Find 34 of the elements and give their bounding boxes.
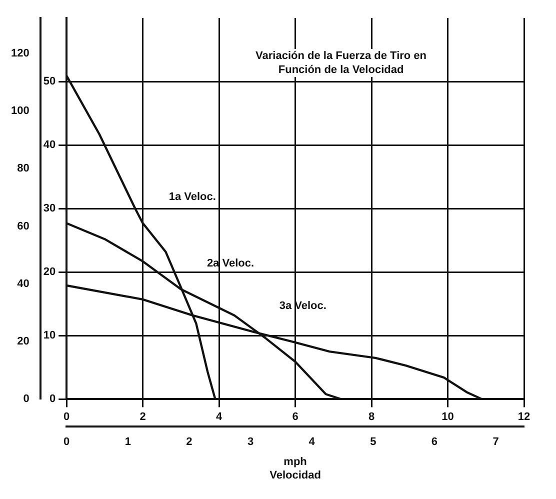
x2-tick-label: 1 bbox=[124, 436, 131, 448]
x-tick-label: 10 bbox=[442, 410, 454, 423]
y2-tick-label: 120 bbox=[10, 47, 30, 60]
x-tick-label: 6 bbox=[292, 410, 298, 423]
y2-tick-label: 20 bbox=[17, 336, 30, 348]
x-tick-label: 8 bbox=[368, 410, 375, 423]
text: 2a Veloc. bbox=[206, 257, 254, 270]
x2-tick-label: 0 bbox=[64, 436, 70, 448]
x-tick-label: 12 bbox=[518, 410, 530, 423]
y-tick-label: 0 bbox=[49, 393, 56, 406]
y-tick-label: 20 bbox=[43, 266, 56, 278]
y2-tick-label: 80 bbox=[17, 162, 30, 175]
y-tick-label: 40 bbox=[43, 139, 56, 152]
x2-tick-label: 5 bbox=[370, 436, 376, 448]
y2-tick-label: 0 bbox=[23, 393, 30, 406]
y-tick-label: 50 bbox=[43, 76, 56, 88]
y2-tick-label: 100 bbox=[10, 105, 30, 118]
y-tick-label: 30 bbox=[43, 202, 56, 215]
text: Variación de la Fuerza de Tiro en Función de la Velocidad bbox=[256, 50, 427, 76]
x-tick-label: 2 bbox=[140, 410, 146, 423]
x2-tick-label: 4 bbox=[308, 436, 316, 448]
text: 3a Veloc. bbox=[279, 300, 326, 312]
x-axis-title: Velocidad bbox=[270, 469, 321, 482]
y-tick-label: 10 bbox=[43, 330, 56, 342]
y2-tick-label: 40 bbox=[17, 278, 30, 290]
x-tick-label: 0 bbox=[64, 410, 70, 423]
x2-axis-title: mph bbox=[284, 456, 308, 468]
x-tick-label: 4 bbox=[216, 410, 223, 423]
x2-tick-label: 3 bbox=[247, 436, 254, 448]
y2-tick-label: 60 bbox=[17, 220, 30, 232]
text: 1a Veloc. bbox=[168, 191, 216, 204]
x2-tick-label: 6 bbox=[431, 436, 438, 448]
x2-tick-label: 7 bbox=[492, 436, 499, 448]
x2-tick-label: 2 bbox=[186, 436, 192, 448]
